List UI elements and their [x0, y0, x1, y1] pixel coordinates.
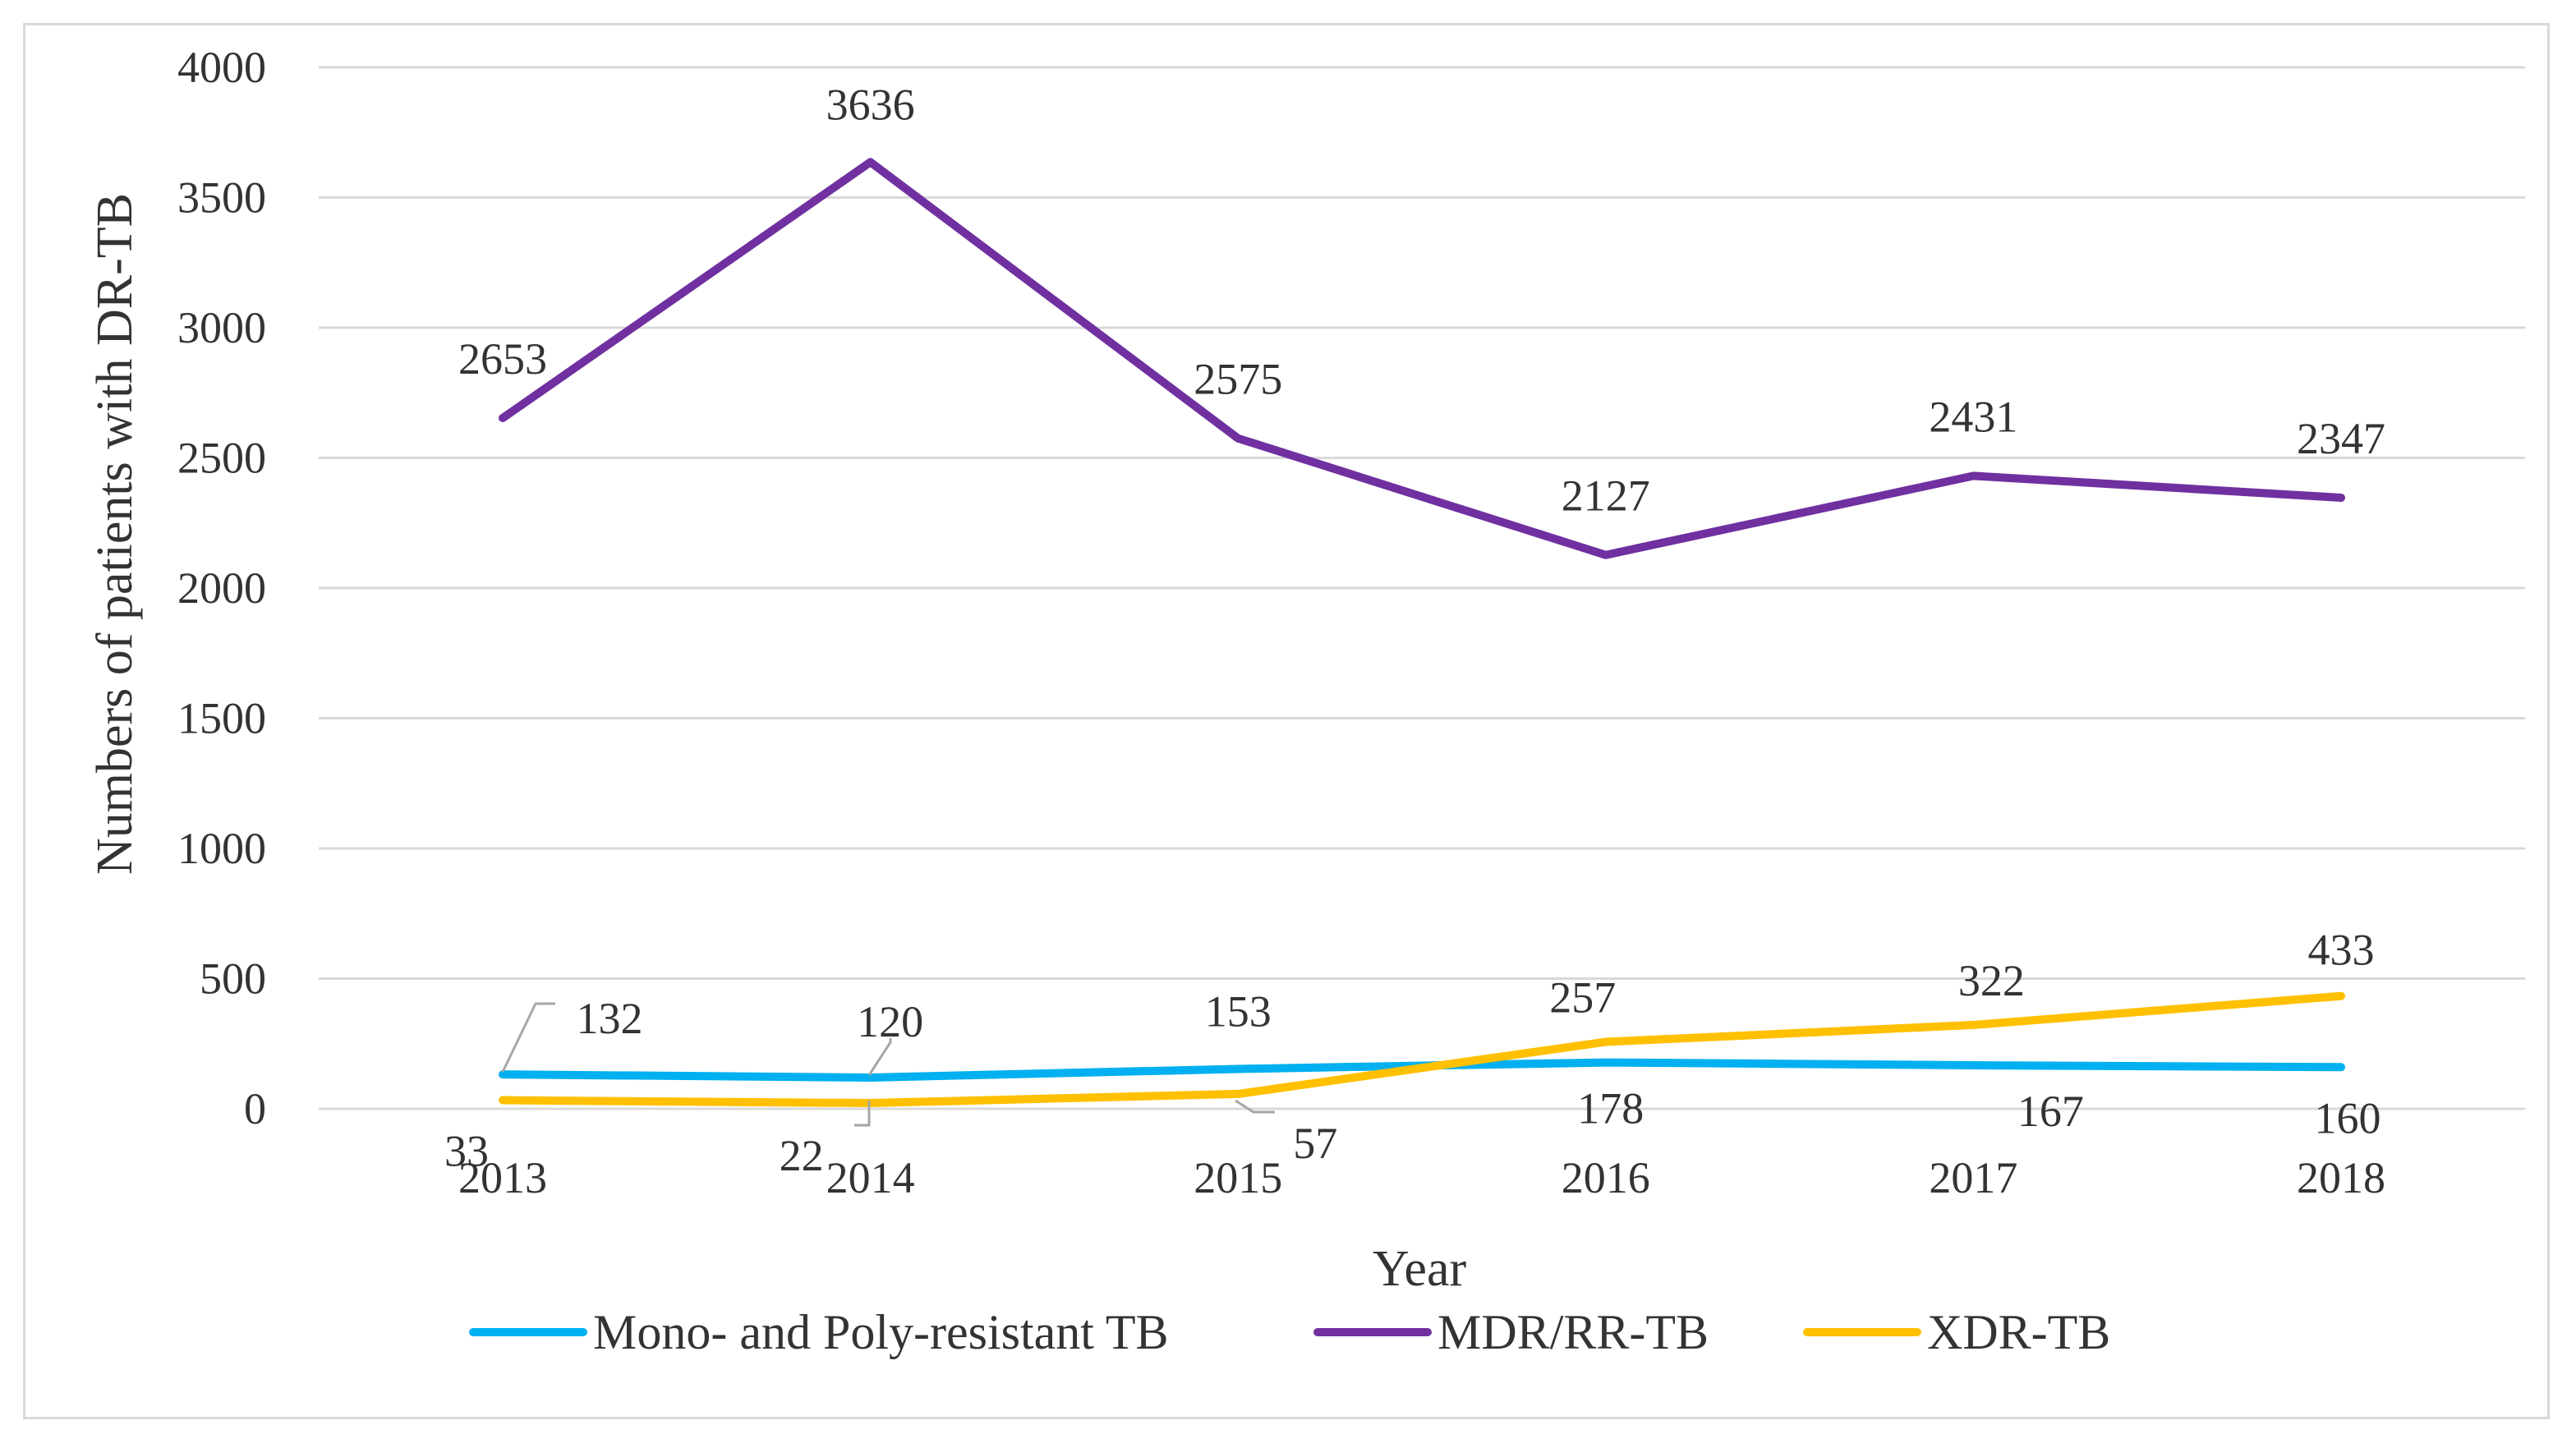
- data-label: 322: [1958, 956, 2025, 1005]
- legend-label: MDR/RR-TB: [1438, 1305, 1709, 1359]
- legend-label: Mono- and Poly-resistant TB: [593, 1305, 1169, 1359]
- legend-label: XDR-TB: [1927, 1305, 2110, 1359]
- x-tick-label: 2013: [458, 1153, 547, 1202]
- y-tick-label: 4000: [177, 43, 266, 92]
- x-axis-title: Year: [1373, 1241, 1467, 1297]
- data-label: 167: [2017, 1087, 2084, 1136]
- x-tick-label: 2015: [1194, 1153, 1282, 1202]
- x-tick-label: 2017: [1929, 1153, 2017, 1202]
- chart-frame: [23, 23, 2550, 1419]
- y-tick-label: 2500: [177, 434, 266, 483]
- data-label: 257: [1549, 973, 1616, 1023]
- label-leader-lines: [501, 1002, 1275, 1127]
- data-label: 57: [1293, 1119, 1337, 1168]
- y-tick-label: 500: [200, 954, 266, 1004]
- data-label: 132: [577, 994, 643, 1043]
- y-axis-title: Numbers of patients with DR-TB: [87, 193, 143, 875]
- leader-line: [867, 1038, 892, 1076]
- data-label: 153: [1205, 986, 1272, 1036]
- gridlines: [319, 66, 2525, 1110]
- x-tick-label: 2016: [1562, 1153, 1650, 1202]
- data-label: 2347: [2297, 414, 2385, 463]
- data-label: 120: [857, 997, 923, 1046]
- data-label: 33: [444, 1127, 489, 1176]
- series-line-xdr-tb: [499, 991, 2345, 1108]
- leader-line: [1235, 1099, 1275, 1114]
- y-axis-ticks: 0 500 1000 1500 2000 2500 3000 3500 4000: [177, 43, 266, 1133]
- x-tick-label: 2014: [826, 1153, 915, 1202]
- y-tick-label: 3000: [177, 303, 266, 352]
- data-label: 3636: [826, 80, 915, 129]
- y-tick-label: 1500: [177, 694, 266, 743]
- series-line-mdr-rr-tb: [499, 158, 2345, 559]
- y-tick-label: 3500: [177, 173, 266, 223]
- data-label: 2653: [458, 334, 547, 384]
- leader-line: [501, 1002, 555, 1073]
- legend: Mono- and Poly-resistant TB MDR/RR-TB XDR-…: [469, 1305, 2110, 1359]
- y-tick-label: 2000: [177, 563, 266, 613]
- data-label: 160: [2315, 1093, 2381, 1142]
- y-tick-label: 0: [244, 1084, 266, 1133]
- data-label: 433: [2308, 926, 2375, 975]
- data-label: 22: [780, 1131, 824, 1180]
- data-label: 2431: [1929, 392, 2017, 441]
- leader-line: [854, 1101, 871, 1127]
- x-tick-label: 2018: [2297, 1153, 2385, 1202]
- data-label: 178: [1577, 1084, 1644, 1133]
- series-lines: [499, 158, 2345, 1108]
- data-labels: 132 120 153 178 167 160 2653 3636 2575 2127 2431 23…: [444, 80, 2385, 1180]
- x-axis-ticks: 2013 2014 2015 2016 2017 2018: [458, 1153, 2385, 1202]
- data-label: 2575: [1194, 355, 1282, 404]
- y-tick-label: 1000: [177, 824, 266, 873]
- data-label: 2127: [1562, 471, 1650, 521]
